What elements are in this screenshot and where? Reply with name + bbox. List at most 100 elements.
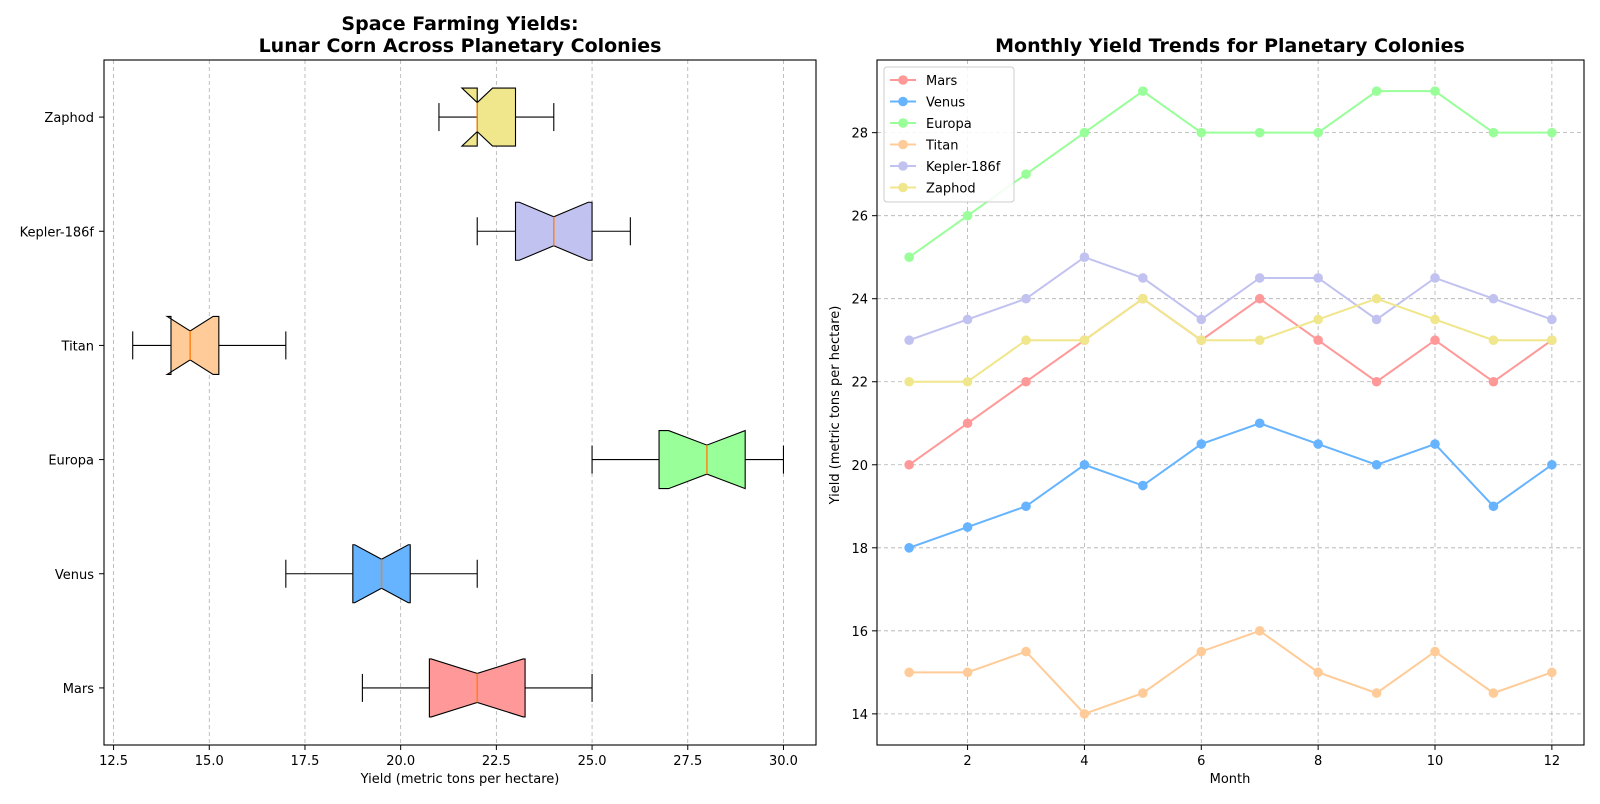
data-point-zaphod: [1138, 293, 1148, 304]
data-point-kepler-186f: [1079, 252, 1090, 262]
data-point-mars: [1430, 335, 1440, 346]
legend-marker: [898, 96, 908, 107]
data-point-europa: [1430, 86, 1440, 96]
data-point-kepler-186f: [1371, 314, 1382, 325]
y-tick-label: Mars: [63, 682, 95, 697]
data-point-titan: [1313, 667, 1323, 678]
data-point-titan: [1079, 709, 1090, 719]
data-point-mars: [962, 418, 973, 429]
data-point-mars: [1488, 376, 1499, 387]
data-point-europa: [1371, 86, 1382, 96]
legend-label: Zaphod: [926, 182, 976, 197]
line-chart-axes-frame: [876, 59, 1585, 746]
data-point-titan: [1488, 688, 1499, 698]
x-tick-label: 12: [1544, 754, 1561, 769]
data-point-zaphod: [904, 376, 914, 387]
legend-label: Titan: [925, 139, 958, 154]
data-point-europa: [1254, 127, 1265, 138]
data-point-europa: [1138, 86, 1148, 96]
data-point-zaphod: [1021, 335, 1031, 346]
data-point-venus: [1138, 480, 1148, 491]
data-point-europa: [1196, 127, 1207, 138]
data-point-kepler-186f: [1430, 273, 1440, 283]
x-tick-label: 25.0: [578, 754, 607, 769]
data-point-mars: [904, 459, 914, 470]
data-point-zaphod: [1079, 335, 1090, 346]
data-point-titan: [1371, 688, 1382, 698]
data-point-europa: [1021, 169, 1031, 179]
data-point-europa: [1313, 127, 1323, 138]
data-point-venus: [1371, 459, 1382, 470]
x-tick-label: 15.0: [195, 754, 224, 769]
y-tick-label: Venus: [55, 568, 94, 583]
data-point-venus: [904, 543, 914, 553]
data-point-venus: [1196, 439, 1207, 449]
series-line-venus: [908, 422, 1553, 549]
data-point-titan: [962, 667, 973, 678]
x-tick-label: 20.0: [386, 754, 415, 769]
data-point-venus: [1430, 439, 1440, 449]
data-point-kepler-186f: [1547, 314, 1557, 325]
data-point-titan: [1138, 688, 1148, 698]
legend-frame: [883, 66, 1015, 203]
y-tick-label: 16: [851, 625, 868, 640]
series-line-zaphod: [909, 297, 1552, 383]
x-tick-label: 4: [1080, 754, 1088, 769]
legend-marker: [898, 75, 908, 85]
legend-marker: [898, 161, 908, 171]
data-point-kepler-186f: [1138, 273, 1148, 283]
data-point-europa: [1488, 127, 1499, 138]
data-point-venus: [962, 522, 973, 532]
data-point-kepler-186f: [962, 314, 973, 325]
data-point-venus: [1488, 501, 1499, 512]
line-chart-title: Monthly Yield Trends for Planetary Colon…: [995, 35, 1465, 57]
legend-label: Europa: [926, 117, 972, 132]
y-tick-label: 14: [851, 708, 868, 723]
series-line-mars: [908, 297, 1553, 466]
data-point-zaphod: [1547, 335, 1557, 346]
legend-label: Venus: [926, 96, 965, 111]
x-tick-label: 27.5: [673, 754, 702, 769]
legend-marker: [898, 118, 908, 128]
boxplot-axes-frame: [103, 59, 817, 746]
box-europa: [658, 429, 746, 490]
data-point-europa: [1079, 127, 1090, 138]
data-point-kepler-186f: [1488, 293, 1499, 304]
line-chart-x-axis-label: Month: [1210, 772, 1251, 787]
data-point-mars: [1021, 376, 1031, 387]
x-tick-label: 30.0: [769, 754, 798, 769]
y-tick-label: Kepler-186f: [20, 225, 95, 240]
x-tick-label: 8: [1314, 754, 1322, 769]
series-line-europa: [908, 89, 1552, 259]
line-chart: Monthly Yield Trends for Planetary Colon…: [828, 35, 1585, 787]
data-point-mars: [1371, 376, 1382, 387]
data-point-titan: [1254, 626, 1265, 636]
data-point-titan: [1430, 646, 1440, 657]
data-point-venus: [1313, 439, 1323, 449]
x-tick-label: 10: [1427, 754, 1444, 769]
boxplot-x-axis-label: Yield (metric tons per hectare): [360, 772, 560, 787]
y-tick-label: 18: [851, 542, 868, 557]
data-point-zaphod: [1254, 335, 1265, 346]
legend-marker: [898, 182, 908, 193]
data-point-kepler-186f: [1021, 293, 1031, 304]
x-tick-label: 6: [1197, 754, 1205, 769]
y-tick-label: 28: [851, 127, 868, 142]
y-tick-label: Titan: [61, 339, 94, 354]
y-tick-label: Zaphod: [44, 111, 94, 126]
boxplot-title-line-1: Space Farming Yields:: [341, 13, 578, 35]
data-point-titan: [1021, 646, 1031, 657]
data-point-mars: [1313, 335, 1323, 346]
data-point-europa: [1547, 127, 1557, 138]
data-point-titan: [1196, 646, 1207, 657]
data-point-zaphod: [1488, 335, 1499, 346]
x-tick-label: 22.5: [482, 754, 511, 769]
data-point-zaphod: [962, 376, 973, 387]
x-tick-label: 2: [963, 754, 971, 769]
legend: Mars Venus Europa Titan Kepler-186f Zaphod: [883, 66, 1015, 203]
boxplot-title-line-2: Lunar Corn Across Planetary Colonies: [259, 35, 662, 57]
data-point-zaphod: [1196, 335, 1207, 346]
series-line-kepler-186f: [908, 256, 1553, 342]
data-point-zaphod: [1371, 293, 1382, 304]
